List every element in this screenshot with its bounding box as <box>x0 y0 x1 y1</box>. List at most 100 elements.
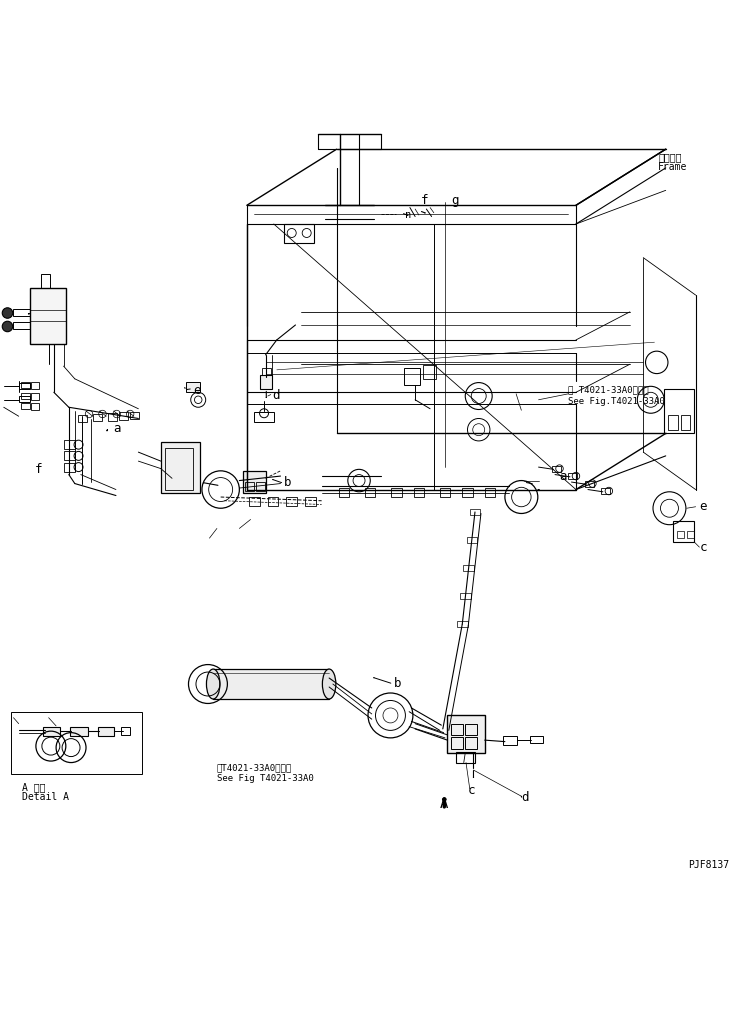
Bar <box>256 482 265 491</box>
Bar <box>664 388 694 434</box>
Bar <box>249 497 260 506</box>
Text: n: n <box>405 210 411 220</box>
Circle shape <box>2 321 13 332</box>
Text: Detail A: Detail A <box>22 792 70 802</box>
Text: e: e <box>193 383 200 397</box>
Text: See Fig.T4021-33A0: See Fig.T4021-33A0 <box>568 397 665 406</box>
Bar <box>11 712 142 774</box>
Bar <box>31 381 39 388</box>
Bar <box>585 480 594 486</box>
Bar <box>460 593 470 599</box>
Text: f: f <box>420 195 428 207</box>
Bar <box>245 482 254 491</box>
Text: 第T4021-33A0図参照: 第T4021-33A0図参照 <box>217 763 292 772</box>
Text: See Fig T4021-33A0: See Fig T4021-33A0 <box>217 774 313 783</box>
Bar <box>457 622 468 628</box>
Bar <box>485 488 495 497</box>
Bar <box>464 565 474 571</box>
Bar <box>108 414 117 421</box>
Bar <box>339 488 349 497</box>
Bar <box>213 669 329 699</box>
Bar <box>451 738 463 749</box>
Bar <box>21 394 30 399</box>
Bar <box>161 442 200 493</box>
Text: g: g <box>451 195 459 207</box>
Text: b: b <box>394 677 402 690</box>
Bar <box>681 415 690 430</box>
Bar <box>404 368 420 384</box>
Bar <box>687 531 694 538</box>
Bar <box>31 394 39 400</box>
Bar <box>503 736 517 745</box>
Bar <box>121 727 130 735</box>
Text: d: d <box>272 388 280 402</box>
Text: d: d <box>521 791 529 804</box>
Bar <box>601 488 610 494</box>
Bar <box>530 736 543 743</box>
Bar <box>268 497 278 506</box>
Bar <box>456 752 475 763</box>
Bar <box>13 322 30 330</box>
Text: e: e <box>699 500 707 514</box>
Ellipse shape <box>206 669 220 699</box>
Bar <box>130 412 139 419</box>
Bar <box>568 473 577 479</box>
Text: a: a <box>114 422 121 435</box>
Bar <box>70 726 88 736</box>
Text: A 詳細: A 詳細 <box>22 783 46 792</box>
Bar <box>254 412 274 422</box>
Bar <box>465 724 477 735</box>
Bar <box>64 440 75 449</box>
Bar <box>423 365 436 378</box>
Bar <box>414 488 424 497</box>
Bar <box>673 521 694 542</box>
Bar <box>43 726 60 736</box>
Bar <box>462 488 473 497</box>
Text: f: f <box>34 463 42 476</box>
Bar <box>30 288 66 344</box>
Bar <box>165 448 193 489</box>
Bar <box>451 724 463 735</box>
Text: c: c <box>699 541 707 554</box>
Bar <box>467 537 477 543</box>
Text: A: A <box>440 797 449 811</box>
Bar <box>21 381 30 387</box>
Bar <box>260 375 272 388</box>
Text: 第 T4021-33A0図参照: 第 T4021-33A0図参照 <box>568 385 649 395</box>
Bar <box>243 471 266 493</box>
Bar <box>13 309 30 316</box>
Bar <box>41 274 50 288</box>
Bar <box>447 715 485 753</box>
Bar <box>98 726 114 736</box>
Bar <box>284 224 314 243</box>
Bar <box>677 531 684 538</box>
Text: a: a <box>560 469 567 482</box>
Bar <box>186 381 200 393</box>
Bar <box>93 414 102 422</box>
Text: PJF8137: PJF8137 <box>688 860 729 870</box>
Bar <box>365 488 375 497</box>
Bar <box>552 465 561 471</box>
Bar <box>19 382 30 388</box>
Circle shape <box>2 308 13 318</box>
Bar <box>668 415 678 430</box>
Bar <box>286 497 297 506</box>
Bar <box>305 497 316 506</box>
Text: c: c <box>468 784 476 797</box>
Text: b: b <box>284 476 292 489</box>
Bar <box>78 415 87 422</box>
Bar <box>64 462 75 471</box>
Text: Frame: Frame <box>658 162 687 173</box>
Bar <box>470 509 480 515</box>
Text: フレーム: フレーム <box>658 152 681 161</box>
Bar <box>391 488 402 497</box>
Bar <box>440 488 450 497</box>
Bar <box>31 403 39 410</box>
Ellipse shape <box>322 669 336 699</box>
Bar <box>19 397 30 402</box>
Bar <box>21 403 30 409</box>
Bar <box>64 451 75 460</box>
Bar <box>465 738 477 749</box>
Bar <box>262 367 271 375</box>
Bar <box>119 413 128 420</box>
